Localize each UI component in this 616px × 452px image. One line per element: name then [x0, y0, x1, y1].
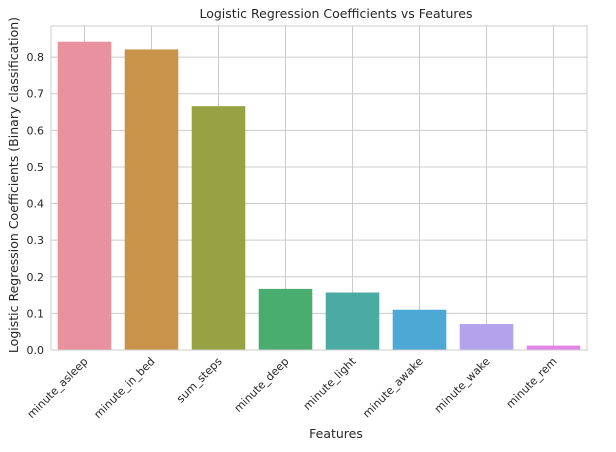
x-tick-labels: minute_asleep minute_in_bed sum_steps minut…: [25, 354, 560, 421]
bar-minute-rem: [526, 345, 581, 350]
bar-minute-deep: [258, 288, 313, 350]
bar-minute-wake: [459, 324, 514, 350]
x-tick-label: minute_in_bed: [91, 355, 157, 421]
x-tick-label: minute_light: [301, 354, 359, 412]
y-tick-label: 0.4: [27, 198, 45, 211]
bar-sum-steps: [191, 106, 246, 350]
y-tick-label: 0.3: [27, 234, 45, 247]
bar-minute-awake: [392, 309, 447, 350]
y-tick-label: 0.0: [27, 344, 45, 357]
bars: [57, 41, 581, 351]
y-tick-labels: 0.0 0.1 0.2 0.3 0.4 0.5 0.6 0.7 0.8: [27, 51, 45, 357]
chart-title: Logistic Regression Coefficients vs Feat…: [199, 6, 472, 21]
bar-minute-asleep: [57, 41, 112, 351]
x-tick-label: minute_rem: [504, 355, 560, 411]
y-tick-label: 0.7: [27, 88, 45, 101]
y-tick-label: 0.2: [27, 271, 45, 284]
y-tick-label: 0.5: [27, 161, 45, 174]
y-tick-label: 0.8: [27, 51, 45, 64]
x-tick-label: minute_awake: [360, 355, 426, 421]
x-axis-label: Features: [309, 426, 363, 441]
y-axis-label: Logistic Regression Coefficients (Binary…: [6, 17, 21, 353]
x-tick-label: sum_steps: [174, 355, 225, 406]
x-tick-label: minute_wake: [432, 355, 493, 416]
y-tick-label: 0.6: [27, 124, 45, 137]
bar-minute-light: [325, 292, 380, 350]
y-tick-label: 0.1: [27, 307, 45, 320]
plot-frame: [50, 25, 588, 351]
x-tick-label: minute_deep: [232, 355, 292, 415]
x-tick-label: minute_asleep: [25, 355, 91, 421]
bar-minute-in-bed: [124, 49, 179, 350]
